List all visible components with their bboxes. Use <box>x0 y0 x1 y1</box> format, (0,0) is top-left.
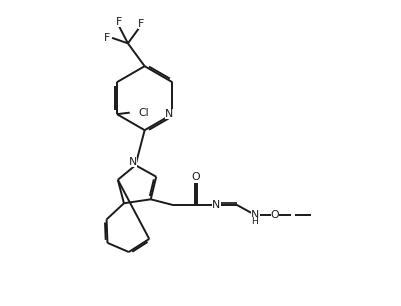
Text: O: O <box>270 210 279 219</box>
Text: Cl: Cl <box>138 108 148 118</box>
Text: H: H <box>251 217 258 226</box>
Text: N: N <box>212 200 220 211</box>
Text: F: F <box>138 19 144 29</box>
Text: F: F <box>103 33 109 43</box>
Text: N: N <box>165 109 173 119</box>
Text: N: N <box>129 157 137 167</box>
Text: O: O <box>191 172 200 182</box>
Text: F: F <box>115 17 122 27</box>
Text: N: N <box>250 210 258 220</box>
